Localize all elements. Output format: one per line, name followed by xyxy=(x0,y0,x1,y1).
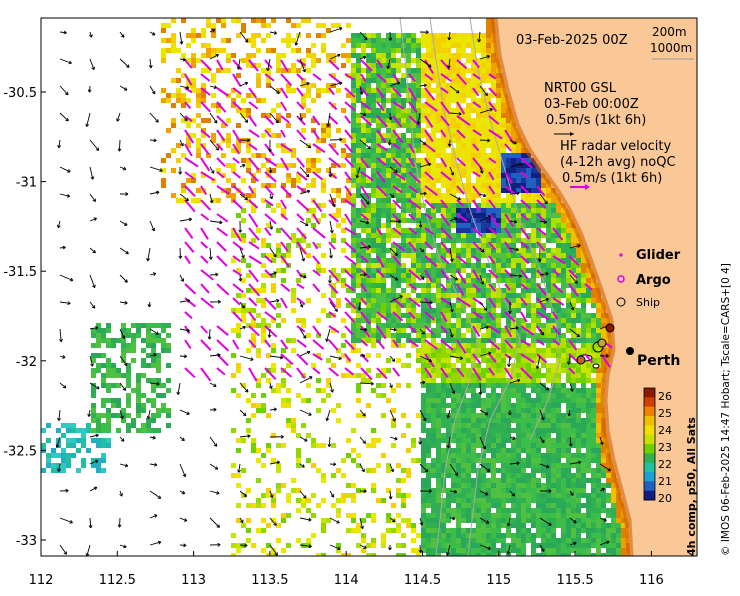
x-tick-label: 113 xyxy=(181,573,206,588)
x-tick-label: 116 xyxy=(639,573,664,588)
x-tick-label: 115.5 xyxy=(556,573,593,588)
x-tick-label: 114 xyxy=(334,573,359,588)
model-label: NRT00 GSL xyxy=(544,81,617,96)
colorbar-label: 4h comp, p50, All Sats xyxy=(685,417,698,556)
y-tick-label: -33 xyxy=(16,534,37,549)
colorbar-segment xyxy=(644,444,655,454)
y-tick-label: -32.5 xyxy=(3,444,37,459)
model-time: 03-Feb 00:00Z xyxy=(544,97,639,112)
colorbar-tick-label: 25 xyxy=(658,407,672,420)
contour-label-1000m: 1000m xyxy=(650,41,692,55)
hf-scale: 0.5m/s (1kt 6h) xyxy=(562,171,662,186)
colorbar-segment xyxy=(644,425,655,435)
colorbar-tick-label: 21 xyxy=(658,475,672,488)
colorbar-segment xyxy=(644,416,655,426)
colorbar-tick-label: 26 xyxy=(658,390,672,403)
y-axis: -30.5 -31 -31.5 -32 -32.5 -33 xyxy=(3,86,46,549)
legend-ship: Ship xyxy=(636,296,660,309)
colorbar-segment xyxy=(644,491,655,501)
x-tick-label: 112 xyxy=(29,573,54,588)
city-label-perth: Perth xyxy=(637,353,680,369)
colorbar-segment xyxy=(644,388,655,398)
colorbar-segment xyxy=(644,453,655,463)
colorbar-tick-label: 20 xyxy=(658,492,672,505)
glider-marker xyxy=(619,253,622,256)
y-tick-label: -31.5 xyxy=(3,265,37,280)
colorbar-tick-label: 22 xyxy=(658,458,672,471)
credit-text: © IMOS 06-Feb-2025 14:47 Hobart; Tscale=… xyxy=(720,263,732,556)
colorbar-segment xyxy=(644,463,655,473)
x-tick-label: 112.5 xyxy=(99,573,136,588)
legend-glider: Glider xyxy=(636,248,681,263)
colorbar-tick-label: 23 xyxy=(658,441,672,454)
colorbar-segment xyxy=(644,435,655,445)
model-scale: 0.5m/s (1kt 6h) xyxy=(546,113,646,128)
colorbar-segment xyxy=(644,407,655,417)
date-label: 03-Feb-2025 00Z xyxy=(516,33,628,48)
contour-label-200m: 200m xyxy=(652,25,687,39)
x-tick-label: 113.5 xyxy=(251,573,288,588)
y-tick-label: -31 xyxy=(16,176,37,191)
hf-avg: (4-12h avg) noQC xyxy=(560,155,676,170)
colorbar-segment xyxy=(644,397,655,407)
hf-title: HF radar velocity xyxy=(560,139,672,154)
x-tick-label: 114.5 xyxy=(404,573,441,588)
legend-argo: Argo xyxy=(636,273,671,288)
colorbar-segment xyxy=(644,472,655,482)
y-tick-label: -30.5 xyxy=(3,86,37,101)
colorbar-segment xyxy=(644,481,655,491)
x-axis: 112 112.5 113 113.5 114 114.5 115 115.5 116 xyxy=(29,551,664,588)
y-tick-label: -32 xyxy=(16,355,37,370)
colorbar-tick-label: 24 xyxy=(658,424,672,437)
x-tick-label: 115 xyxy=(486,573,511,588)
